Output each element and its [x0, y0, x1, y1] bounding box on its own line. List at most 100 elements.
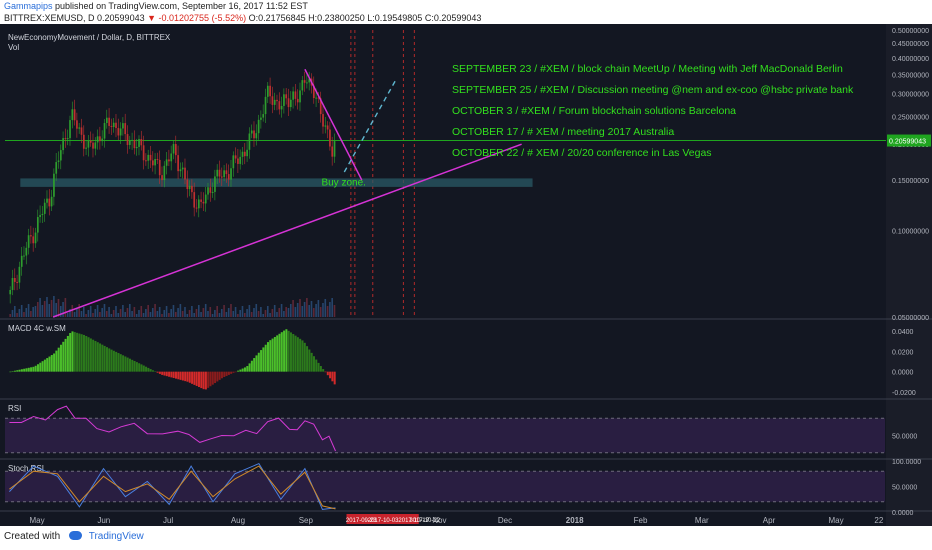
candle-body — [99, 136, 101, 142]
close-value: C:0.20599043 — [424, 13, 482, 23]
x-tick-label: Jun — [97, 516, 110, 525]
author-link[interactable]: Gammapips — [4, 1, 53, 11]
macd-bar — [292, 334, 295, 372]
candle-body — [276, 99, 278, 102]
tradingview-link[interactable]: TradingView — [88, 531, 144, 542]
candle-body — [308, 78, 311, 83]
volume-bar — [329, 302, 331, 317]
volume-bar — [13, 306, 16, 317]
macd-bar — [278, 333, 281, 372]
macd-bar — [163, 371, 166, 376]
macd-bar — [62, 341, 65, 372]
candle-body — [85, 147, 87, 149]
candle-body — [165, 159, 168, 166]
event-date-tags-bg — [346, 514, 419, 524]
volume-bar — [230, 304, 232, 317]
macd-bar — [322, 369, 325, 372]
volume-bar — [257, 311, 260, 317]
macd-bar — [94, 340, 97, 372]
candle-body — [264, 96, 267, 115]
volume-bar — [218, 313, 221, 317]
candle-body — [331, 146, 334, 157]
volume-bar — [308, 305, 310, 317]
volume-bar — [177, 308, 179, 317]
candle-body — [145, 160, 147, 162]
macd-bar — [301, 340, 304, 372]
x-tick-label: Nov — [432, 516, 446, 525]
volume-bar — [149, 312, 152, 317]
macd-bar — [82, 334, 85, 372]
candle-body — [122, 123, 124, 129]
event-date-tag: 2017-10-22 — [409, 518, 440, 524]
candle-body — [317, 97, 320, 99]
price-tick-label: 0.35000000 — [892, 72, 929, 79]
macd-bar — [55, 350, 58, 372]
event-date-tag: 2017-10-03 — [368, 518, 399, 524]
macd-bar — [9, 371, 12, 373]
trendline-resistance — [304, 68, 363, 181]
volume-bar — [197, 305, 200, 317]
volume-bar — [250, 312, 253, 317]
candle-body — [248, 133, 251, 150]
volume-bar — [85, 314, 87, 317]
macd-bar — [276, 335, 279, 372]
volume-bar — [214, 310, 216, 317]
candle-body — [234, 155, 237, 159]
candle-body — [260, 117, 262, 120]
price-tick-label: 0.05000000 — [892, 315, 929, 322]
volume-bar — [292, 300, 294, 317]
macd-bar — [266, 342, 269, 372]
candle-body — [179, 169, 182, 172]
macd-bar — [34, 365, 37, 372]
candle-body — [80, 127, 83, 135]
x-tick-label: Aug — [231, 516, 245, 525]
macd-tick-label: -0.0200 — [892, 390, 916, 397]
volume-bar — [158, 307, 161, 317]
volume-bar — [66, 313, 69, 317]
macd-bar — [80, 334, 83, 372]
macd-bar — [299, 338, 302, 372]
macd-bar — [243, 367, 246, 372]
macd-bar — [193, 371, 196, 385]
macd-bar — [39, 362, 42, 372]
macd-bar — [103, 345, 106, 372]
candle-body — [214, 176, 216, 192]
candle-body — [151, 160, 154, 166]
macd-bar — [306, 346, 309, 372]
candle-body — [257, 119, 260, 134]
macd-bar — [260, 350, 263, 372]
candle-body — [207, 187, 209, 195]
macd-bar — [317, 362, 320, 372]
chart-canvas[interactable]: MayJunJulAugSepOctNovDec2018FebMarAprMay… — [0, 24, 932, 526]
candle-body — [322, 114, 324, 127]
volume-bar — [237, 314, 239, 317]
volume-bar — [80, 311, 83, 317]
volume-bar — [184, 307, 186, 317]
volume-bar — [287, 308, 290, 317]
volume-bar — [27, 304, 30, 317]
main-pane-title: NewEconomyMovement / Dollar, D, BITTREX — [8, 33, 171, 42]
volume-bar — [181, 311, 184, 317]
macd-bar — [248, 363, 251, 372]
macd-bar — [147, 367, 150, 372]
price-tick-label: 0.25000000 — [892, 114, 929, 121]
macd-bar — [303, 342, 306, 372]
volume-bar — [264, 310, 267, 317]
macd-bar — [168, 371, 171, 377]
volume-bar — [207, 311, 209, 317]
volume-bar — [276, 312, 278, 317]
candle-body — [186, 179, 189, 190]
macd-bar — [220, 371, 223, 379]
candle-body — [135, 146, 138, 149]
ohlc-line: BITTREX:XEMUSD, D 0.20599043 ▼ -0.012027… — [4, 13, 481, 23]
candle-body — [209, 187, 212, 193]
macd-bar — [158, 371, 161, 374]
macd-bar — [99, 343, 102, 372]
candle-body — [329, 129, 331, 147]
volume-bar — [225, 312, 228, 317]
candle-body — [177, 155, 179, 172]
macd-tick-label: 0.0400 — [892, 329, 914, 336]
macd-bar — [218, 371, 221, 380]
candle-body — [20, 255, 23, 267]
volume-bar — [220, 309, 223, 317]
